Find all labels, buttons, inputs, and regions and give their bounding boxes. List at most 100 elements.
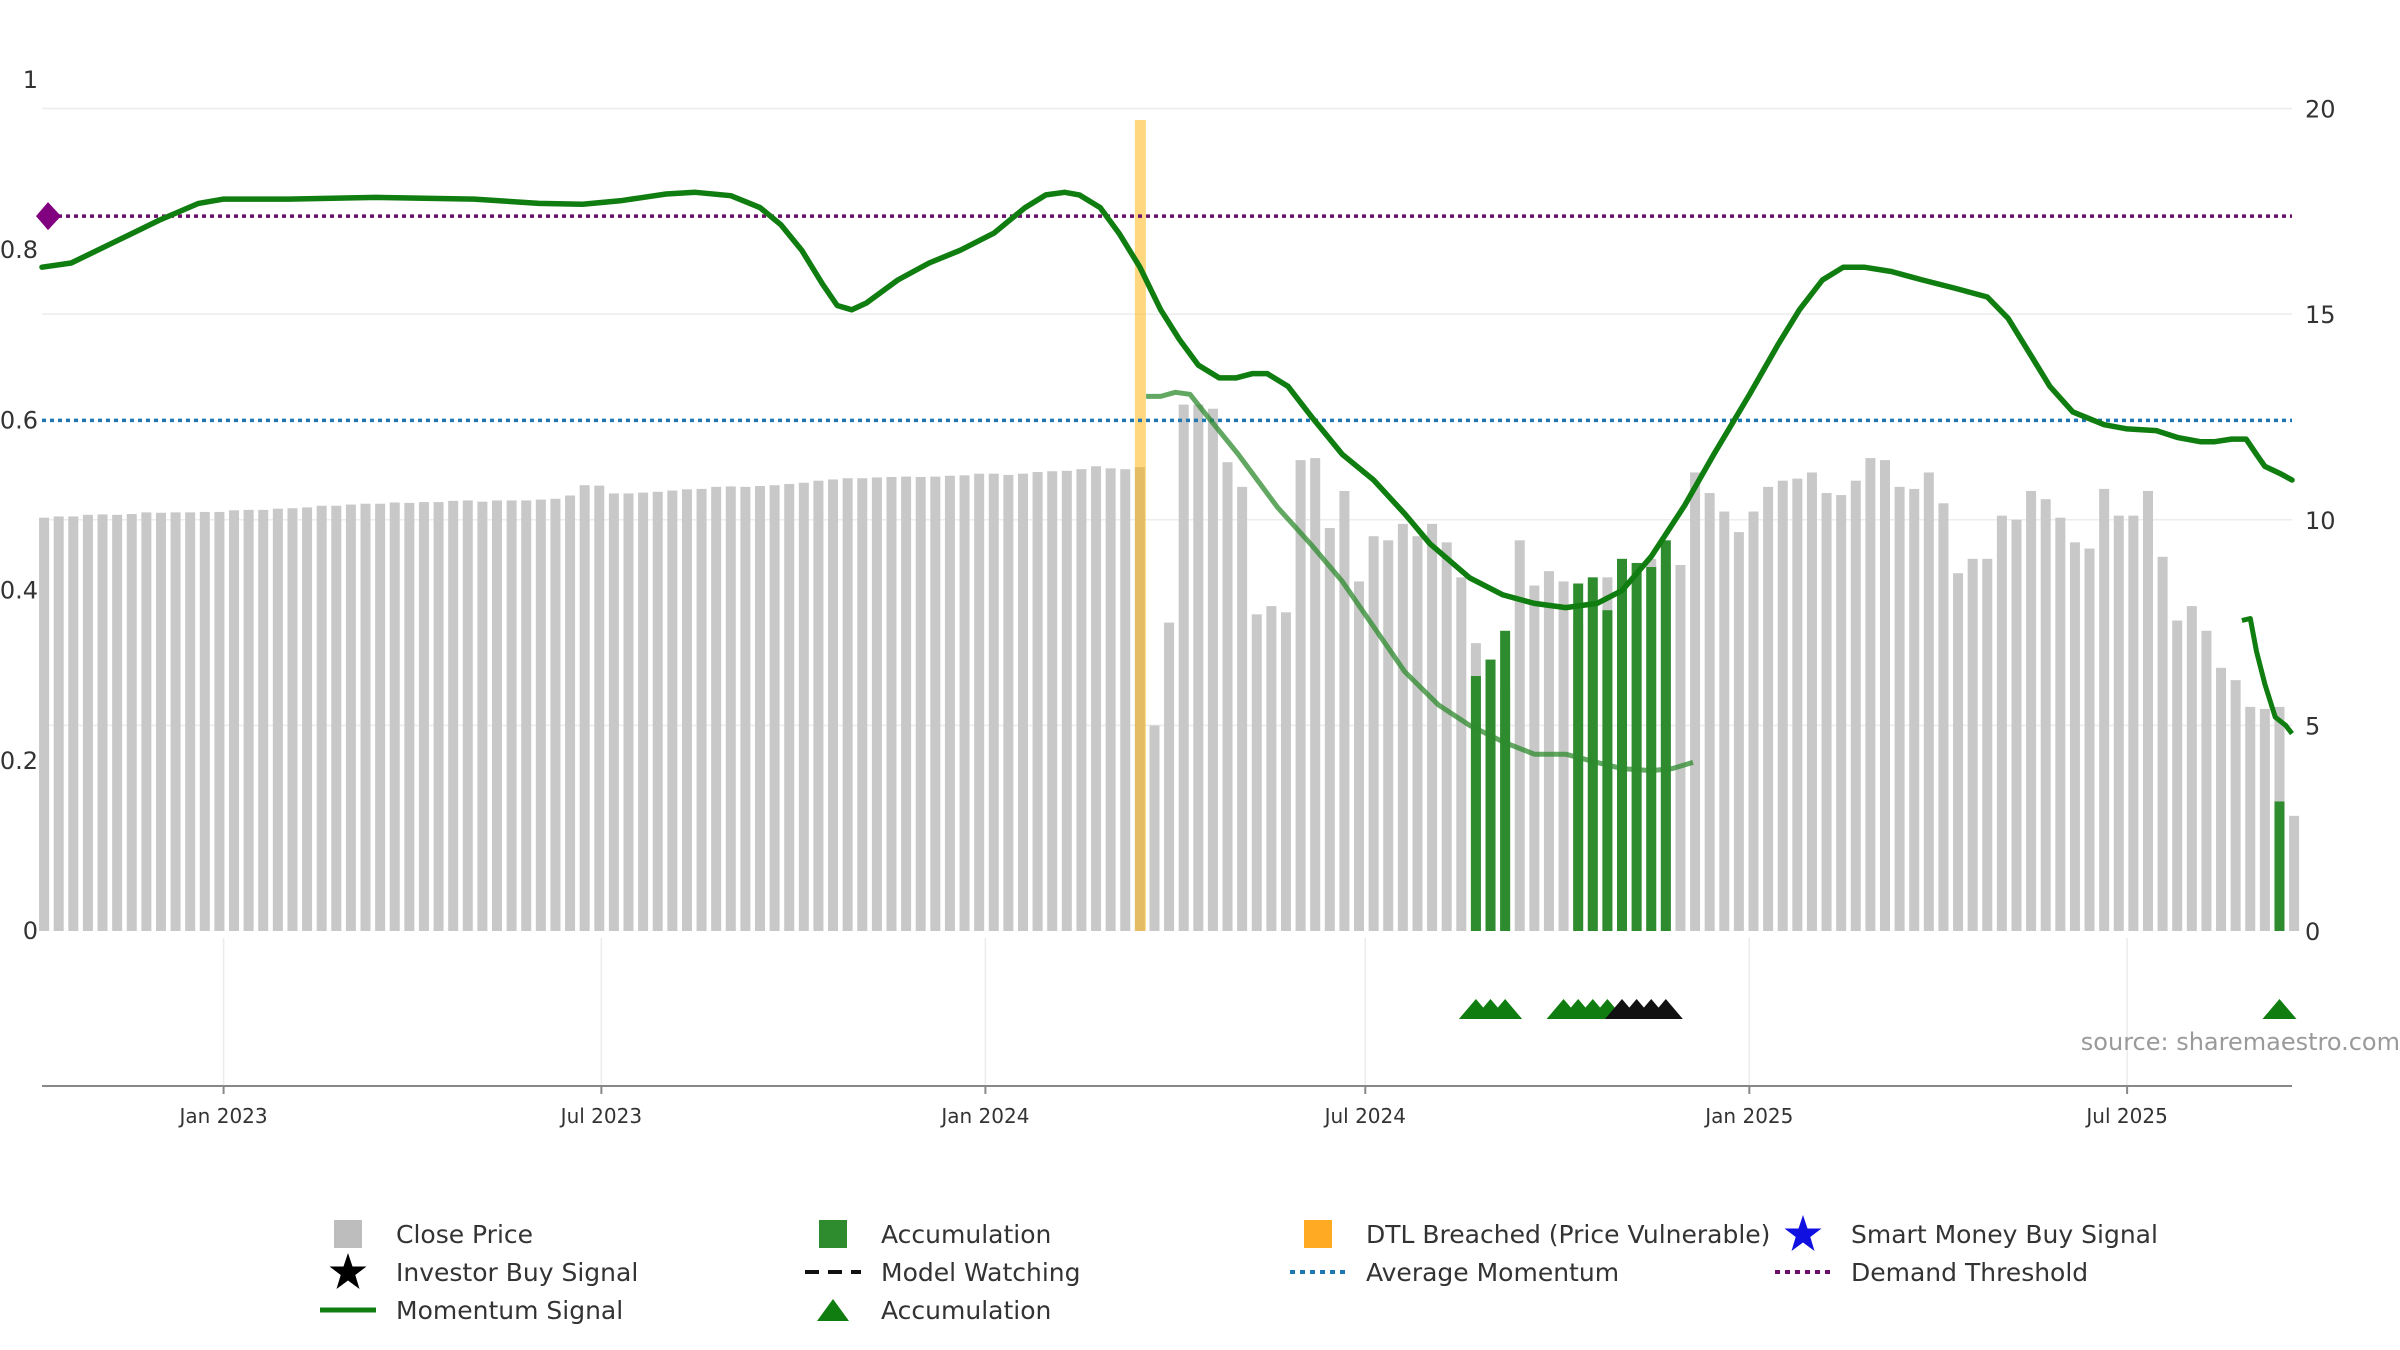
legend-item-smart-money-buy-signal: Smart Money Buy Signal (1775, 1215, 2158, 1252)
close-price-bar (681, 489, 692, 931)
close-price-bar (2011, 519, 2022, 931)
close-price-bar (389, 502, 400, 931)
legend-label: Model Watching (881, 1257, 1081, 1287)
close-price-bar (2157, 556, 2168, 931)
green-line-icon (320, 1292, 376, 1328)
right-tick-label: 5 (2305, 712, 2320, 740)
close-price-bar (2201, 630, 2212, 931)
left-tick-label: 0.6 (0, 406, 38, 434)
close-price-bar (1397, 523, 1408, 931)
close-price-bar (1105, 468, 1116, 931)
chart-plot: Jan 2023 Jul 2023 Jan 2024 Jul 2024 Jan 2025… (0, 66, 2400, 1128)
close-price-bar (1324, 527, 1335, 931)
close-price-bar (39, 517, 50, 931)
close-price-bar (623, 493, 634, 931)
close-price-bar (871, 477, 882, 931)
close-price-bar (711, 486, 722, 931)
close-price-bar (1821, 493, 1832, 931)
legend-item-close-price: Close Price (320, 1216, 533, 1252)
close-price-bar (462, 500, 473, 931)
close-price-bar (521, 500, 532, 931)
close-price-bar (2069, 542, 2080, 931)
close-price-bar (1529, 585, 1540, 931)
close-price-bar (2055, 517, 2066, 931)
close-price-bar (141, 512, 152, 931)
legend-label: Accumulation (881, 1295, 1052, 1325)
close-price-bar (1266, 606, 1277, 931)
close-price-bar (1777, 480, 1788, 931)
x-tick-label: Jul 2025 (2084, 1104, 2167, 1128)
close-price-bars (39, 404, 2300, 931)
accumulation-bar (1646, 567, 1657, 931)
close-price-bar (1280, 612, 1291, 931)
close-price-bar (930, 476, 941, 931)
accumulation-bar (1587, 577, 1598, 931)
close-price-bar (1909, 488, 1920, 931)
close-price-bar (1354, 581, 1365, 931)
close-price-bar (725, 486, 736, 931)
close-price-bar (1690, 472, 1701, 931)
momentum-signal-line (39, 189, 2295, 611)
legend-label: Accumulation (881, 1219, 1052, 1249)
legend: Close Price Investor Buy Signal Momentum… (320, 1215, 2220, 1346)
close-price-bar (375, 503, 386, 931)
close-price-bar (1806, 472, 1817, 931)
left-tick-label: 0.4 (0, 577, 38, 605)
close-price-bar (1032, 472, 1043, 931)
close-price-bar (1953, 573, 1964, 931)
close-price-bar (901, 476, 912, 931)
blue-dotted-line-icon (1290, 1254, 1346, 1290)
accumulation-bar (1500, 630, 1511, 931)
right-tick-label: 0 (2305, 918, 2320, 946)
close-price-bar (316, 505, 327, 931)
close-price-bar (1850, 480, 1861, 931)
legend-label: Momentum Signal (396, 1295, 624, 1325)
close-price-bar (112, 514, 123, 931)
accumulation-triangle (1648, 999, 1683, 1019)
accumulation-bar (2274, 801, 2285, 931)
close-price-bar (1719, 511, 1730, 931)
close-price-bar (608, 493, 619, 931)
close-price-bar (1427, 523, 1438, 931)
close-price-bar (652, 491, 663, 931)
close-price-bar (1996, 515, 2007, 931)
reference-lines (42, 214, 2292, 423)
grey-square-icon (320, 1216, 376, 1252)
close-price-bar (1982, 558, 1993, 931)
left-tick-label: 0.2 (0, 747, 38, 775)
legend-item-demand-threshold: Demand Threshold (1775, 1254, 2088, 1290)
close-price-bar (2186, 606, 2197, 931)
legend-item-model-watching: Model Watching (805, 1254, 1081, 1290)
close-price-bar (1003, 474, 1014, 931)
close-price-bar (97, 514, 108, 931)
close-price-bar (1237, 486, 1248, 931)
close-price-bar (2084, 548, 2095, 931)
close-price-bar (404, 502, 415, 931)
close-price-bar (857, 478, 868, 931)
close-price-bar (1967, 558, 1978, 931)
accumulation-triangle (1488, 999, 1523, 1019)
close-price-bar (915, 476, 926, 931)
legend-label: Average Momentum (1366, 1257, 1620, 1287)
left-tick-label: 0.8 (0, 236, 38, 264)
signal-markers (36, 202, 2297, 1019)
dtl-breached-band (1134, 120, 1146, 931)
close-price-bar (769, 485, 780, 931)
close-price-bar (988, 473, 999, 931)
close-price-bar (199, 511, 210, 931)
close-price-bar (2245, 706, 2256, 931)
close-price-bar (886, 476, 897, 931)
dtl-band (1134, 120, 1146, 931)
close-price-bar (798, 482, 809, 931)
signal-lines (39, 189, 2295, 774)
legend-item-accumulation-bar: Accumulation (805, 1216, 1051, 1252)
close-price-bar (1763, 486, 1774, 931)
legend-item-investor-buy-signal: Investor Buy Signal (320, 1253, 638, 1290)
close-price-bar (2026, 490, 2037, 931)
close-price-bar (2172, 620, 2183, 931)
close-price-bar (1207, 408, 1218, 931)
close-price-bar (2099, 488, 2110, 931)
close-price-bar (1748, 511, 1759, 931)
close-price-bar (243, 509, 254, 931)
right-tick-label: 15 (2305, 301, 2336, 329)
